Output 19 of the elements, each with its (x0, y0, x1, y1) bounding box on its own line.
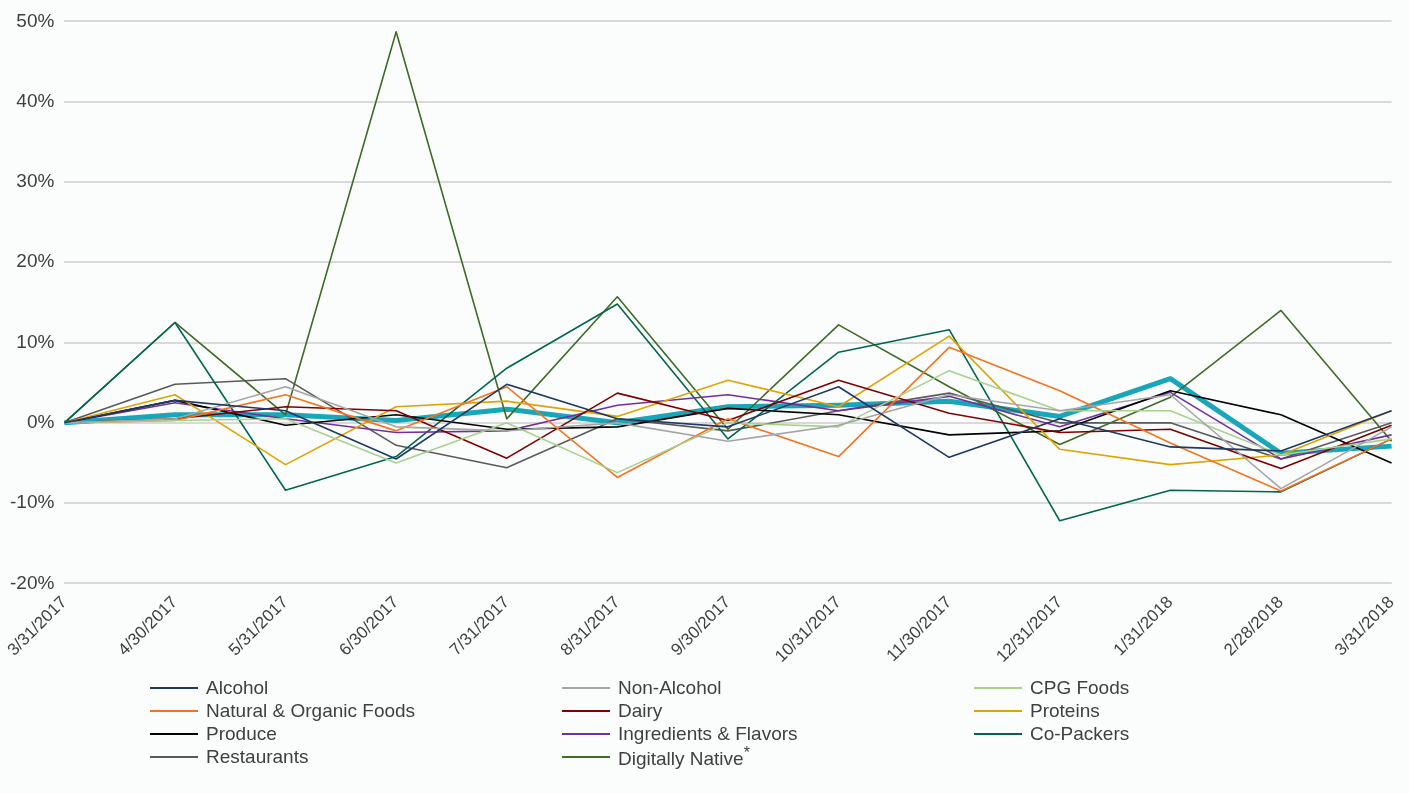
y-tick-label: 10% (16, 330, 55, 352)
legend-label: Proteins (1030, 700, 1100, 722)
legend-label: Dairy (618, 700, 663, 722)
legend-label: Produce (206, 723, 277, 745)
y-tick-label: -10% (10, 491, 55, 513)
legend-label: Restaurants (206, 746, 309, 768)
y-tick-label: 40% (16, 89, 55, 111)
y-tick-label: 50% (16, 9, 55, 31)
legend-label: Non-Alcohol (618, 677, 722, 699)
y-tick-label: 30% (16, 170, 55, 192)
legend-label: Digitally Native$^{*}$ (618, 743, 750, 771)
y-tick-label: -20% (10, 571, 55, 593)
legend-label: CPG Foods (1030, 677, 1130, 699)
y-tick-label: 0% (26, 411, 55, 433)
y-tick-label: 20% (16, 250, 55, 272)
legend-label: Co-Packers (1030, 723, 1130, 745)
legend-label: Ingredients & Flavors (618, 723, 798, 745)
legend-label: Alcohol (206, 677, 269, 699)
legend-label: Natural & Organic Foods (206, 700, 416, 722)
